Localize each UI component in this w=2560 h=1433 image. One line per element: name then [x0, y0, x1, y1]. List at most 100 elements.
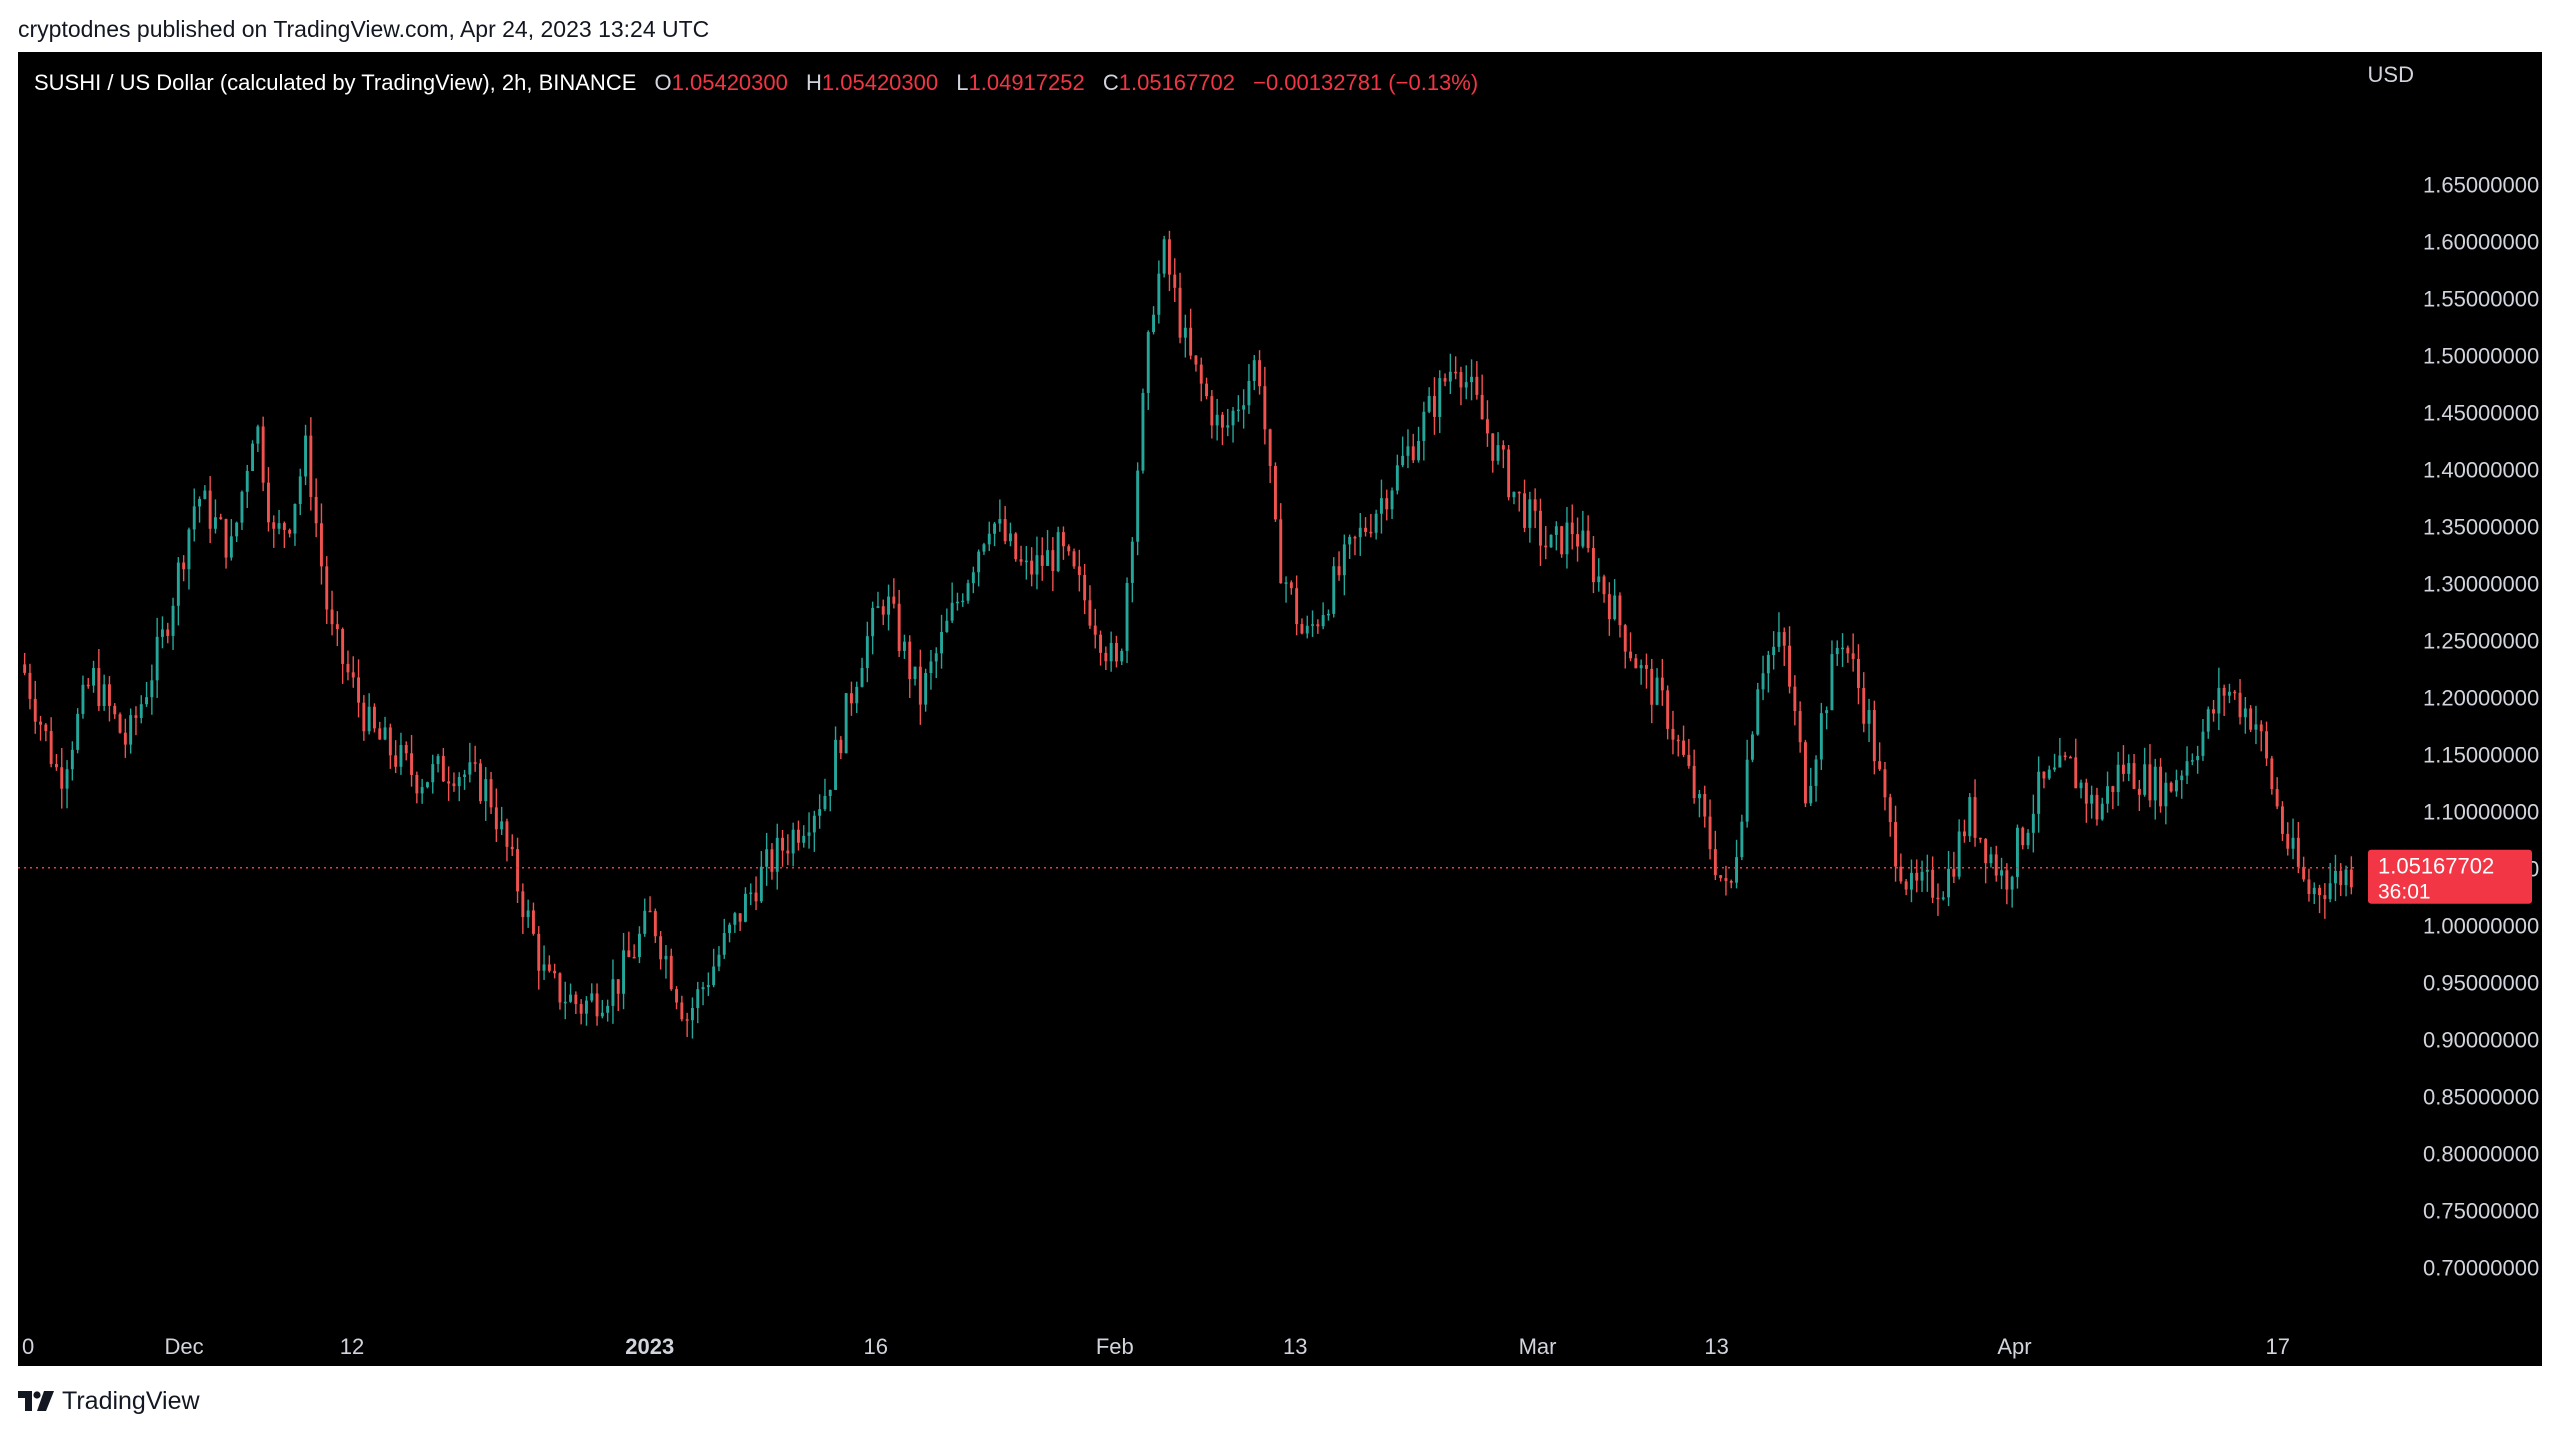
candle[interactable]	[2174, 780, 2178, 792]
candle[interactable]	[2063, 755, 2067, 758]
candle[interactable]	[1872, 710, 1876, 762]
candle[interactable]	[606, 1005, 610, 1013]
candle[interactable]	[1586, 530, 1590, 548]
candle[interactable]	[1517, 491, 1521, 494]
candle[interactable]	[1830, 654, 1834, 711]
candle[interactable]	[2312, 887, 2316, 895]
candle[interactable]	[404, 745, 408, 754]
candle[interactable]	[733, 913, 737, 925]
candle[interactable]	[1305, 625, 1309, 634]
candle[interactable]	[351, 672, 355, 678]
candle[interactable]	[2222, 687, 2226, 696]
candle[interactable]	[2116, 764, 2120, 793]
candle[interactable]	[558, 973, 562, 1003]
candle[interactable]	[1851, 653, 1855, 659]
candle[interactable]	[2153, 766, 2157, 801]
candle[interactable]	[1708, 816, 1712, 850]
candle[interactable]	[1920, 871, 1924, 881]
candle[interactable]	[123, 732, 127, 745]
candle[interactable]	[70, 749, 74, 770]
candle[interactable]	[1385, 498, 1389, 510]
candle[interactable]	[1443, 378, 1447, 382]
candle[interactable]	[1523, 493, 1527, 528]
candle[interactable]	[1777, 632, 1781, 647]
candle[interactable]	[441, 756, 445, 782]
candle[interactable]	[261, 426, 265, 483]
candle[interactable]	[600, 1012, 604, 1017]
candle[interactable]	[1697, 793, 1701, 799]
candle[interactable]	[653, 911, 657, 937]
candle[interactable]	[155, 636, 159, 681]
candle[interactable]	[298, 476, 302, 505]
candle[interactable]	[1295, 588, 1299, 625]
candle[interactable]	[484, 779, 488, 802]
candle[interactable]	[1692, 765, 1696, 799]
candle[interactable]	[1051, 550, 1055, 572]
candle[interactable]	[2106, 786, 2110, 804]
candle[interactable]	[913, 666, 917, 680]
candle[interactable]	[452, 783, 456, 787]
candle[interactable]	[1093, 625, 1097, 635]
candle[interactable]	[49, 730, 53, 765]
candle[interactable]	[457, 776, 461, 787]
candle[interactable]	[1326, 613, 1330, 616]
candle[interactable]	[1613, 595, 1617, 620]
candle[interactable]	[171, 605, 175, 636]
candle[interactable]	[1512, 491, 1516, 498]
candle[interactable]	[1544, 545, 1548, 548]
candle[interactable]	[1215, 414, 1219, 426]
candle[interactable]	[2217, 687, 2221, 714]
candle[interactable]	[637, 933, 641, 957]
candle[interactable]	[65, 769, 69, 789]
candle[interactable]	[23, 664, 27, 673]
candle[interactable]	[1008, 533, 1012, 542]
candle[interactable]	[1258, 360, 1262, 387]
candle[interactable]	[616, 979, 620, 994]
candle[interactable]	[1538, 510, 1542, 546]
candle[interactable]	[897, 603, 901, 651]
candle[interactable]	[1321, 615, 1325, 627]
candle[interactable]	[1962, 831, 1966, 837]
candle[interactable]	[2079, 782, 2083, 789]
candle[interactable]	[754, 892, 758, 902]
candle[interactable]	[2238, 692, 2242, 718]
candle[interactable]	[765, 849, 769, 867]
candle[interactable]	[1035, 555, 1039, 575]
candle[interactable]	[2286, 833, 2290, 849]
candle[interactable]	[2015, 827, 2019, 877]
candle[interactable]	[796, 829, 800, 843]
candle[interactable]	[1554, 526, 1558, 535]
candle[interactable]	[1432, 396, 1436, 417]
candle[interactable]	[1210, 396, 1214, 426]
candle[interactable]	[1618, 595, 1622, 626]
candle[interactable]	[129, 715, 133, 745]
candle[interactable]	[1061, 532, 1065, 547]
candle[interactable]	[1364, 527, 1368, 532]
candle[interactable]	[2339, 870, 2343, 886]
candle[interactable]	[1756, 689, 1760, 735]
candle[interactable]	[1713, 849, 1717, 876]
candle[interactable]	[950, 602, 954, 621]
candle[interactable]	[272, 522, 276, 529]
candle[interactable]	[1883, 769, 1887, 798]
candle[interactable]	[791, 829, 795, 854]
candle[interactable]	[1623, 625, 1627, 652]
candle[interactable]	[865, 636, 869, 668]
candle[interactable]	[219, 517, 223, 520]
candle[interactable]	[569, 994, 573, 1002]
candle[interactable]	[1205, 383, 1209, 397]
candle[interactable]	[1448, 371, 1452, 382]
candle[interactable]	[1671, 728, 1675, 740]
candle[interactable]	[1072, 551, 1076, 567]
candle[interactable]	[1629, 651, 1633, 659]
candle[interactable]	[849, 693, 853, 704]
candle[interactable]	[1003, 519, 1007, 542]
candle[interactable]	[325, 566, 329, 610]
candle[interactable]	[1114, 642, 1118, 662]
candle[interactable]	[1342, 544, 1346, 576]
candle[interactable]	[590, 993, 594, 1001]
currency-label[interactable]: USD	[2367, 62, 2414, 87]
candle[interactable]	[1374, 513, 1378, 533]
candle[interactable]	[1814, 759, 1818, 786]
candle[interactable]	[1952, 868, 1956, 877]
